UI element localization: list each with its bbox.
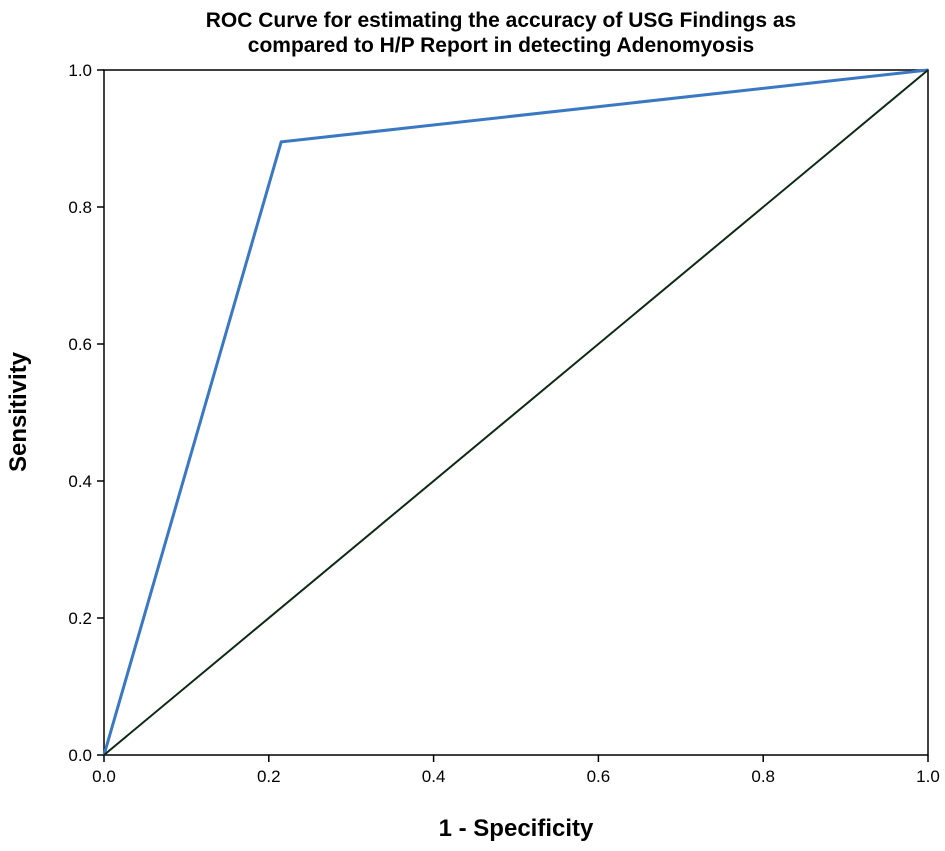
x-tick-label: 0.0: [92, 767, 116, 786]
y-tick-label: 0.2: [68, 609, 92, 628]
x-tick-label: 0.8: [751, 767, 775, 786]
reference-diagonal-line: [103, 69, 929, 756]
y-tick-label: 0.0: [68, 746, 92, 765]
y-tick-label: 1.0: [68, 61, 92, 80]
roc-curve-line: [102, 68, 929, 756]
x-axis-title: 1 - Specificity: [439, 815, 594, 842]
x-axis-ticks: 0.0 0.2 0.4 0.6 0.8 1.0: [92, 755, 940, 786]
y-tick-label: 0.4: [68, 472, 92, 491]
x-tick-label: 1.0: [916, 767, 940, 786]
y-tick-label: 0.8: [68, 198, 92, 217]
x-tick-label: 0.6: [587, 767, 611, 786]
y-axis-ticks: 0.0 0.2 0.4 0.6 0.8 1.0: [68, 61, 104, 765]
x-tick-label: 0.2: [257, 767, 281, 786]
chart-subtitle: compared to H/P Report in detecting Aden…: [248, 34, 754, 57]
x-tick-label: 0.4: [422, 767, 446, 786]
y-axis-title: Sensitivity: [5, 351, 32, 472]
series-layer: [102, 68, 929, 756]
plot-area-frame: [103, 69, 929, 756]
y-tick-label: 0.6: [68, 335, 92, 354]
chart-title: ROC Curve for estimating the accuracy of…: [206, 9, 796, 32]
